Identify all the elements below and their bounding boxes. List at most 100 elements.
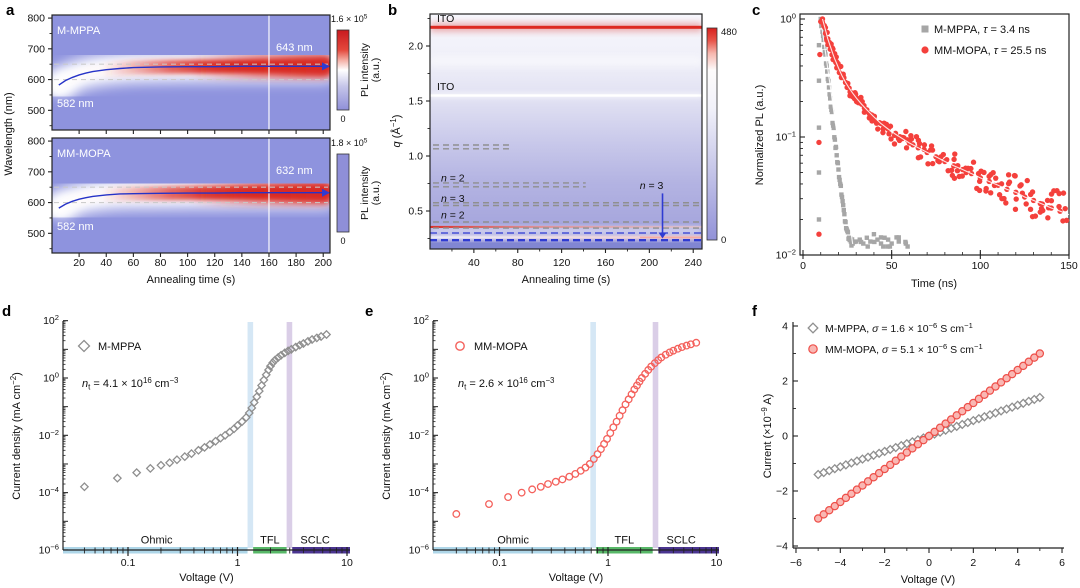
y-tick-label: 102 <box>43 313 59 327</box>
data-point <box>558 475 567 484</box>
x-tick-label: 1 <box>235 557 241 569</box>
data-point <box>948 167 955 173</box>
y-tick-label: 10−4 <box>409 485 429 499</box>
arrow-label: n = 3 <box>640 180 664 192</box>
data-point <box>863 477 873 486</box>
data-point <box>919 435 928 445</box>
data-point <box>819 510 828 519</box>
data-point <box>887 123 894 129</box>
legend: MM-MOPA <box>455 341 528 353</box>
data-point <box>1024 357 1033 366</box>
x-tick-label: 0 <box>800 260 806 272</box>
panel-label-e: e <box>365 303 374 320</box>
x-tick-label: 50 <box>886 260 898 272</box>
data-point <box>959 173 965 179</box>
data-point <box>996 192 1003 198</box>
colorbar-min-label: 0 <box>340 114 345 124</box>
region-label: TFL <box>615 535 635 547</box>
y-axis-label: Current density (mA cm−2) <box>379 372 393 500</box>
x-tick-label: 200 <box>314 257 332 269</box>
data-point <box>237 417 247 427</box>
data-point <box>1048 198 1055 204</box>
data-point <box>861 109 868 115</box>
data-point <box>983 185 989 192</box>
data-point <box>908 132 914 139</box>
data-point <box>186 448 197 459</box>
data-point <box>963 402 972 412</box>
data-point <box>888 136 894 142</box>
data-point <box>291 342 301 352</box>
data-point <box>976 178 983 184</box>
panel-b: ITO ITO n = 2 n = 3 n = 2 n = 3 2.0 1.5 1.0 0.5 40… <box>389 13 737 286</box>
data-point <box>280 348 290 358</box>
data-point <box>903 145 910 151</box>
data-point <box>1044 197 1051 204</box>
data-point <box>1030 353 1039 362</box>
data-point <box>1024 177 1030 184</box>
data-point <box>921 46 929 54</box>
data-point <box>958 407 967 416</box>
data-point <box>544 480 552 488</box>
region-label: SCLC <box>300 535 329 547</box>
data-point <box>455 341 465 351</box>
n-order-label: n = 2 <box>441 209 465 221</box>
data-point <box>618 406 627 415</box>
data-point <box>132 467 142 478</box>
data-point <box>276 350 286 360</box>
x-tick-label: 10 <box>341 557 353 569</box>
data-point <box>79 482 90 492</box>
legend-entry: MM-MOPA <box>474 341 528 353</box>
data-point <box>661 350 670 359</box>
colorbar-min-label: 0 <box>340 236 345 246</box>
data-point <box>268 358 278 368</box>
x-tick-label: 100 <box>179 257 197 269</box>
y-tick-label: 600 <box>27 197 45 209</box>
n-order-label: n = 3 <box>441 193 465 205</box>
data-point <box>156 460 166 470</box>
data-point <box>951 175 958 181</box>
x-tick-label: −2 <box>879 557 891 569</box>
data-point <box>952 411 961 420</box>
legend-entry: MM-MOPA, σ = 5.1 × 10−6 S cm−1 <box>825 342 983 356</box>
x-tick-label: 4 <box>1015 557 1021 569</box>
data-point <box>993 175 999 181</box>
data-point <box>312 333 322 343</box>
data-point <box>1011 172 1018 179</box>
fit-line <box>820 18 854 245</box>
data-point <box>528 485 537 494</box>
data-point <box>205 439 215 450</box>
y-tick-label: 1.5 <box>408 96 423 108</box>
x-tick-label: 6 <box>1059 557 1065 569</box>
panel-label-c: c <box>752 2 761 19</box>
data-point <box>295 340 305 350</box>
series-MM-MOPA <box>452 338 701 518</box>
x-tick-label: 2 <box>970 557 976 569</box>
data-point <box>193 445 204 455</box>
ito-label: ITO <box>437 13 454 25</box>
y-tick-label: 2 <box>782 376 788 388</box>
data-point <box>917 154 924 160</box>
y-axis-label: Normalized PL (a.u.) <box>754 85 766 185</box>
data-point <box>825 506 834 515</box>
data-point <box>1005 172 1012 178</box>
y-tick-label: 102 <box>413 313 429 327</box>
y-tick-label: 10−2 <box>409 428 429 442</box>
x-tick-label: 160 <box>260 257 278 269</box>
start-wavelength-label: 582 nm <box>57 221 94 233</box>
x-tick-label: 100 <box>972 260 990 272</box>
data-point <box>576 466 585 475</box>
data-point <box>935 158 941 164</box>
heatmap-title: M-MPPA <box>57 25 101 37</box>
fit-line <box>821 18 1070 216</box>
start-wavelength-label: 582 nm <box>57 98 94 110</box>
x-tick-label: −4 <box>834 557 846 569</box>
data-point <box>232 420 243 431</box>
data-point <box>165 458 175 468</box>
data-point <box>1032 213 1039 219</box>
data-point <box>980 390 989 399</box>
heatmap-M-MPPA: M-MPPA 643 nm 582 nm 800 700 600 500 1.6 × 105 0… <box>27 13 382 134</box>
data-point <box>985 386 995 395</box>
data-point <box>902 448 912 457</box>
data-point <box>880 129 886 136</box>
peak-wavelength-label: 632 nm <box>276 165 313 177</box>
